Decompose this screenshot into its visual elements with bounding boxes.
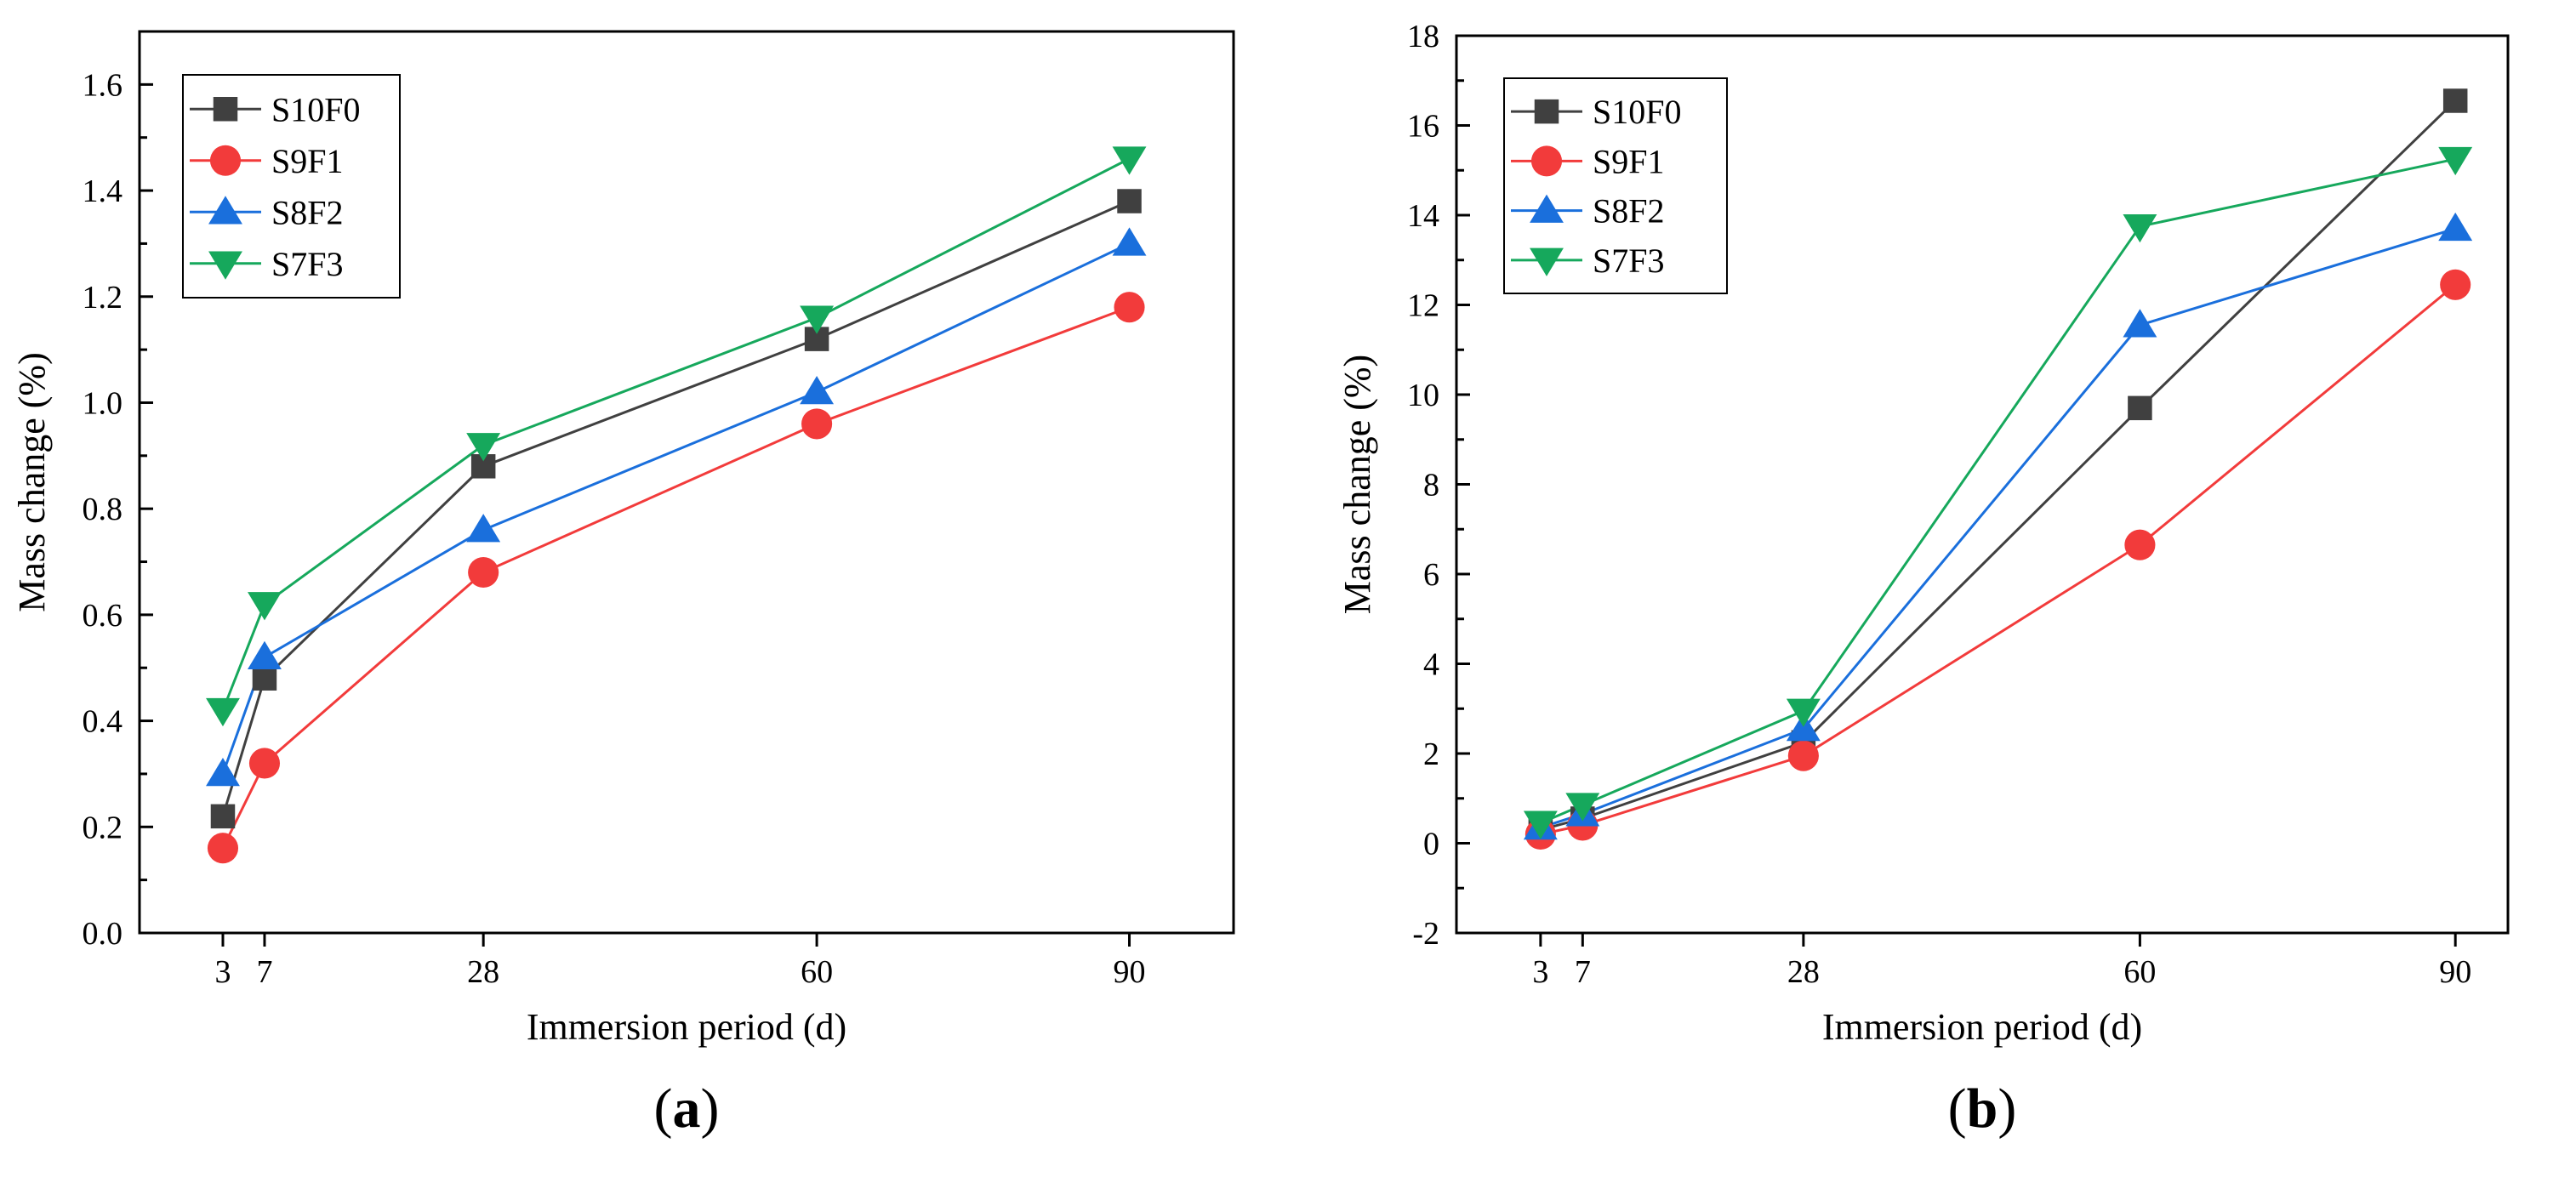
data-point-s10f0 [210,804,236,829]
x-axis-title: Immersion period (d) [527,1006,846,1048]
x-tick-label: 28 [1787,954,1820,990]
data-point-s8f2 [800,376,835,405]
y-tick-label: 2 [1423,737,1439,772]
legend-marker [208,251,242,280]
data-point-s9f1 [2124,529,2156,560]
series-line-s8f2 [1540,227,2456,829]
x-tick-label: 90 [2439,954,2471,990]
legend-marker [1534,99,1559,124]
y-axis-title: Mass change (%) [11,352,53,611]
y-tick-label: 0.6 [83,598,123,634]
legend-label: S8F2 [271,193,344,231]
legend: S10F0 S9F1 S8F2 S7F3 [1503,77,1728,294]
y-tick-label: 0.0 [83,916,123,952]
legend-label: S9F1 [271,142,344,180]
legend-marker [1530,194,1564,223]
chart-panel-a: 0.0 0.2 0.4 0.6 0.8 1.0 1.2 1.4 1.6 3 7 28 60 90 Immer… [11,30,1235,1140]
y-tick-label: 6 [1423,557,1439,593]
data-point-s8f2 [206,757,240,787]
data-point-s9f1 [1787,740,1819,771]
y-tick-label: 4 [1423,647,1439,683]
panel-label: (a) [654,1078,720,1140]
y-tick-label: 10 [1407,378,1439,413]
data-point-s7f3 [2438,146,2473,176]
legend-label: S9F1 [1593,142,1665,180]
data-point-s10f0 [252,666,277,691]
x-tick-label: 28 [467,954,499,990]
x-tick-label: 7 [1575,954,1591,990]
data-point-s7f3 [1523,810,1558,839]
data-point-s8f2 [248,640,282,670]
x-tick-label: 7 [256,954,272,990]
data-point-s9f1 [468,556,499,589]
legend-marker [208,196,242,225]
y-tick-label: 1.0 [83,385,123,421]
x-tick-label: 3 [214,954,231,990]
series-line-s8f2 [221,242,1131,775]
data-point-s7f3 [2123,213,2157,243]
data-point-s8f2 [2438,212,2473,242]
data-point-s10f0 [2442,88,2468,113]
x-axis-title: Immersion period (d) [1822,1006,2142,1048]
legend-label: S10F0 [1593,93,1682,131]
data-point-s7f3 [248,592,282,621]
data-point-s7f3 [1565,793,1600,822]
series-line-s9f1 [221,305,1131,849]
data-point-s9f1 [2440,269,2471,300]
data-point-s7f3 [206,697,240,727]
legend-marker [209,145,242,176]
series-line-s9f1 [1540,283,2457,836]
x-tick-label: 3 [1532,954,1548,990]
y-tick-label: 12 [1407,288,1439,324]
data-point-s7f3 [1786,698,1821,727]
legend-marker [1530,145,1563,177]
data-point-s10f0 [2128,395,2152,421]
panel-label: (b) [1948,1078,2017,1140]
y-axis-title: Mass change (%) [1336,355,1378,614]
y-tick-label: 14 [1407,198,1439,234]
legend-label: S7F3 [1593,242,1665,280]
y-tick-label: 0.2 [83,810,123,845]
legend: S10F0 S9F1 S8F2 S7F3 [182,74,401,299]
x-tick-label: 60 [801,954,833,990]
plot-frame [138,30,1235,935]
legend-marker [1530,247,1564,276]
data-point-s7f3 [466,433,501,462]
legend-label: S7F3 [271,245,344,283]
x-tick-label: 60 [2123,954,2156,990]
y-tick-label: 1.2 [83,280,123,316]
y-tick-label: 16 [1407,109,1439,145]
y-tick-label: -2 [1412,916,1439,952]
y-tick-label: 1.6 [83,67,123,103]
y-tick-label: 1.4 [83,173,123,209]
y-tick-label: 0.4 [83,704,123,740]
data-point-s9f1 [801,408,833,440]
data-point-s7f3 [800,305,835,334]
y-tick-label: 0 [1423,827,1439,862]
data-point-s8f2 [466,514,501,543]
data-point-s9f1 [248,748,281,779]
data-point-s9f1 [207,833,239,864]
data-point-s8f2 [2123,309,2157,338]
legend-marker [213,97,238,122]
data-point-s7f3 [1112,146,1147,175]
y-tick-label: 18 [1407,19,1439,54]
data-point-s10f0 [1117,189,1142,213]
legend-label: S8F2 [1593,192,1665,230]
x-tick-label: 90 [1114,954,1146,990]
y-tick-label: 8 [1423,468,1439,503]
chart-panel-b: -2 0 2 4 6 8 10 12 14 16 18 3 7 28 60 90 Immersion perio… [1336,19,2510,1140]
legend-label: S10F0 [271,90,361,128]
y-tick-label: 0.8 [83,492,123,527]
data-point-s8f2 [1112,227,1147,256]
data-point-s9f1 [1114,292,1145,323]
